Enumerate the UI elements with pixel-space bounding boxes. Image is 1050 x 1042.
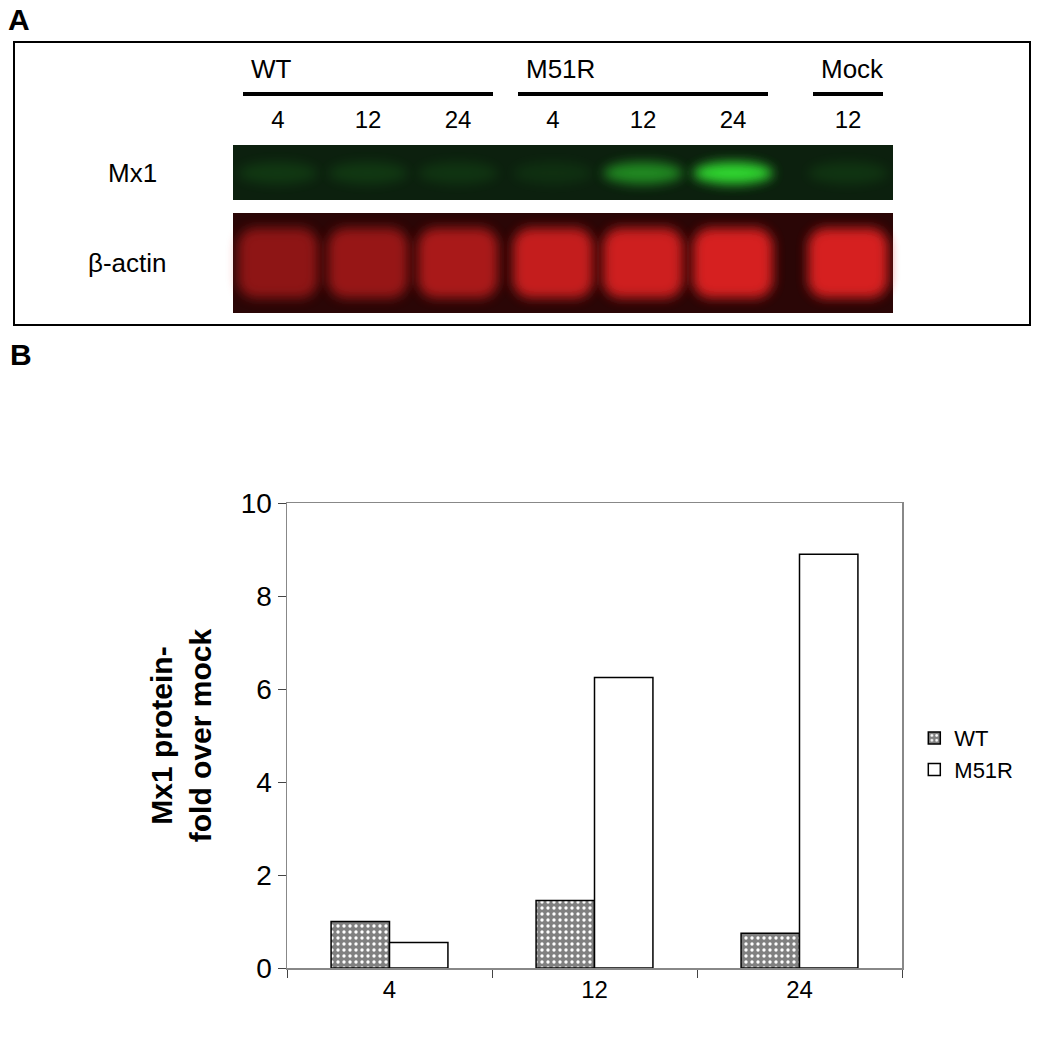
svg-text:10: 10 xyxy=(241,488,272,519)
svg-text:12: 12 xyxy=(835,106,862,133)
svg-text:β-actin: β-actin xyxy=(88,248,167,278)
svg-text:M51R: M51R xyxy=(526,54,595,84)
svg-text:12: 12 xyxy=(581,976,608,1003)
svg-text:A: A xyxy=(8,3,30,36)
svg-text:6: 6 xyxy=(256,674,272,705)
svg-text:12: 12 xyxy=(355,106,382,133)
svg-text:Mx1 protein-fold over mock: Mx1 protein-fold over mock xyxy=(145,628,217,842)
svg-text:Mock: Mock xyxy=(821,54,884,84)
svg-text:4: 4 xyxy=(383,976,396,1003)
svg-text:12: 12 xyxy=(630,106,657,133)
svg-text:8: 8 xyxy=(256,581,272,612)
svg-text:WT: WT xyxy=(954,726,988,751)
svg-text:24: 24 xyxy=(786,976,813,1003)
svg-text:WT: WT xyxy=(251,54,292,84)
svg-text:4: 4 xyxy=(546,106,559,133)
svg-text:Mx1: Mx1 xyxy=(108,158,157,188)
svg-text:M51R: M51R xyxy=(954,758,1013,783)
svg-text:24: 24 xyxy=(445,106,472,133)
svg-text:4: 4 xyxy=(271,106,284,133)
svg-text:2: 2 xyxy=(256,860,272,891)
svg-text:0: 0 xyxy=(256,953,272,984)
html-text:B: B xyxy=(10,338,32,371)
svg-text:24: 24 xyxy=(720,106,747,133)
svg-text:4: 4 xyxy=(256,767,272,798)
